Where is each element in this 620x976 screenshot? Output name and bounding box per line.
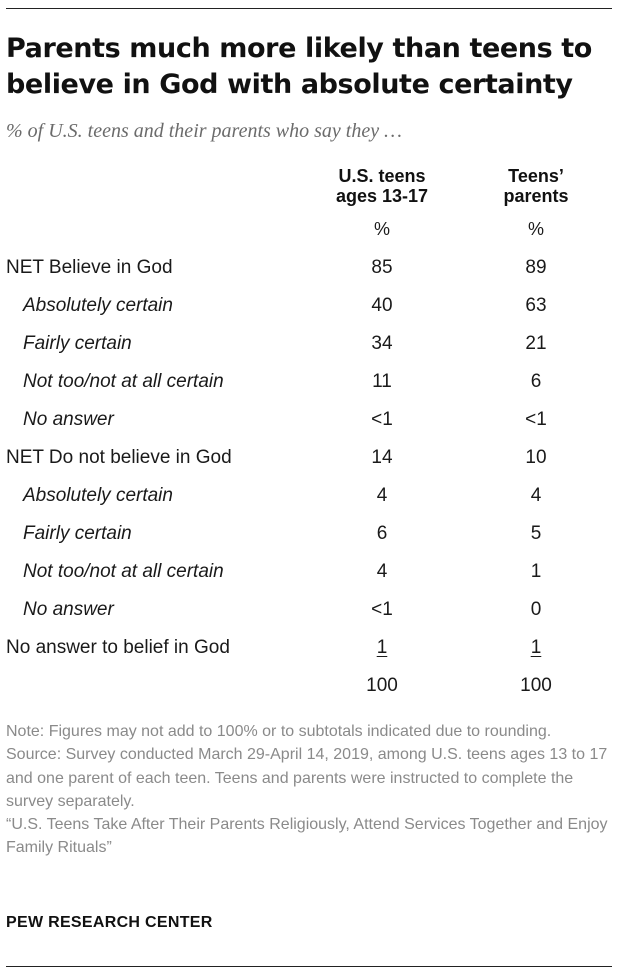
row-label: No answer to belief in God: [6, 637, 230, 658]
row-label: NET Believe in God: [6, 257, 173, 278]
table-row: NET Believe in God 85 89: [0, 248, 620, 286]
table-row: 100 100: [0, 666, 620, 704]
source-text: Source: Survey conducted March 29-April …: [6, 746, 608, 810]
note-text: Note: Figures may not add to 100% or to …: [6, 723, 552, 740]
bottom-rule: [6, 966, 612, 967]
table-row: No answer <1 <1: [0, 400, 620, 438]
row-label: Not too/not at all certain: [23, 371, 224, 392]
table-row: No answer to belief in God 1 1: [0, 628, 620, 666]
cell-parents: 10: [525, 447, 547, 468]
table-row: Fairly certain 6 5: [0, 514, 620, 552]
page-title: Parents much more likely than teens to b…: [6, 33, 592, 100]
cell-teens: 4: [376, 485, 388, 506]
cell-parents: 21: [525, 333, 547, 354]
row-label: No answer: [23, 599, 114, 620]
top-rule: [6, 8, 612, 9]
row-label: NET Do not believe in God: [6, 447, 232, 468]
table-row: Not too/not at all certain 11 6: [0, 362, 620, 400]
cell-parents: <1: [525, 409, 547, 430]
cell-teens: 14: [371, 447, 393, 468]
row-label: Absolutely certain: [23, 295, 173, 316]
column-header-parents-line1: Teens’: [508, 166, 564, 186]
row-label: No answer: [23, 409, 114, 430]
cell-parents: 5: [530, 523, 542, 544]
table-row: No answer <1 0: [0, 590, 620, 628]
cell-parents: 1: [530, 561, 542, 582]
cell-parents: 4: [530, 485, 542, 506]
column-header-teens-line1: U.S. teens: [338, 166, 426, 186]
cell-parents: 6: [530, 371, 542, 392]
table-row: Fairly certain 34 21: [0, 324, 620, 362]
cell-teens: 40: [371, 295, 393, 316]
cell-teens: 6: [376, 523, 388, 544]
report-title-text: “U.S. Teens Take After Their Parents Rel…: [6, 816, 608, 857]
column-header-teens-line2: ages 13-17: [335, 186, 429, 206]
subtitle: % of U.S. teens and their parents who sa…: [6, 120, 402, 142]
cell-teens: 85: [371, 257, 393, 278]
cell-parents: 1: [530, 637, 542, 658]
row-label: Fairly certain: [23, 333, 132, 354]
row-label: Not too/not at all certain: [23, 561, 224, 582]
cell-teens: 4: [376, 561, 388, 582]
cell-parents: 89: [525, 257, 547, 278]
data-table: NET Believe in God 85 89 Absolutely certain…: [0, 248, 620, 704]
footer-notes: Note: Figures may not add to 100% or to …: [6, 720, 612, 860]
unit-label-parents: %: [527, 219, 544, 239]
column-header-teens: U.S. teens ages 13-17: [302, 166, 462, 206]
table-row: Absolutely certain 40 63: [0, 286, 620, 324]
cell-teens: 11: [372, 371, 392, 392]
cell-teens: <1: [371, 599, 393, 620]
cell-parents: 100: [520, 675, 552, 696]
brand-logo-text: PEW RESEARCH CENTER: [6, 914, 213, 931]
table-row: NET Do not believe in God 14 10: [0, 438, 620, 476]
cell-teens: 100: [366, 675, 398, 696]
cell-parents: 63: [525, 295, 547, 316]
column-header-parents-line2: parents: [503, 186, 569, 206]
table-row: Absolutely certain 4 4: [0, 476, 620, 514]
cell-parents: 0: [530, 599, 542, 620]
row-label: Fairly certain: [23, 523, 132, 544]
cell-teens: <1: [371, 409, 393, 430]
cell-teens: 34: [371, 333, 393, 354]
column-header-parents: Teens’ parents: [456, 166, 616, 206]
cell-teens: 1: [376, 637, 388, 658]
unit-label-teens: %: [373, 219, 390, 239]
table-row: Not too/not at all certain 4 1: [0, 552, 620, 590]
row-label: Absolutely certain: [23, 485, 173, 506]
